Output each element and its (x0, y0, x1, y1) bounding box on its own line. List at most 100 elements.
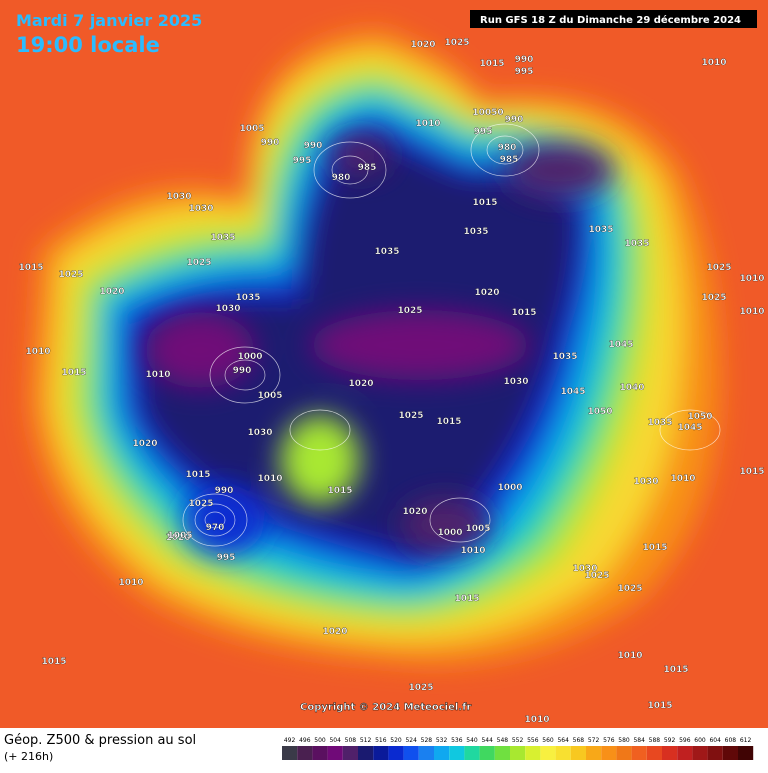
pressure-label: 1035 (235, 293, 260, 303)
legend-label: 528 (421, 737, 433, 744)
pressure-label: 1035 (624, 239, 649, 249)
legend-swatch (540, 746, 556, 760)
pressure-label: 1025 (584, 571, 609, 581)
pressure-label: 1050 (687, 412, 712, 422)
footer-lead: (+ 216h) (4, 750, 53, 763)
pressure-label: 1020 (99, 287, 124, 297)
legend-label: 600 (694, 737, 706, 744)
footer-title: Géop. Z500 & pression au sol (4, 733, 196, 748)
pressure-label: 990 (304, 141, 323, 151)
pressure-label: 1025 (701, 293, 726, 303)
pressure-label: 1020 (402, 507, 427, 517)
legend-swatch (297, 746, 313, 760)
legend-swatch (707, 746, 723, 760)
pressure-label: 990 (233, 366, 252, 376)
legend-swatch (479, 746, 495, 760)
pressure-label: 1010 (25, 347, 50, 357)
legend-label: 580 (618, 737, 630, 744)
legend-swatch (601, 746, 617, 760)
legend-swatch (525, 746, 541, 760)
pressure-label: 995 (293, 156, 312, 166)
pressure-label: 1015 (472, 198, 497, 208)
pressure-label: 1010 (701, 58, 726, 68)
date: Mardi 7 janvier 2025 (16, 11, 202, 30)
pressure-label: 1015 (61, 368, 86, 378)
legend-swatch (312, 746, 328, 760)
legend-swatch (373, 746, 389, 760)
pressure-label: 1035 (210, 233, 235, 243)
pressure-label: 1010 (524, 715, 549, 725)
legend-swatch (646, 746, 662, 760)
pressure-label: 1025 (444, 38, 469, 48)
legend-label: 548 (497, 737, 509, 744)
pressure-label: 1030 (188, 204, 213, 214)
legend-label: 540 (466, 737, 478, 744)
legend-label: 612 (740, 737, 752, 744)
pressure-label: 990 (505, 115, 524, 125)
pressure-label: 995 (474, 127, 493, 137)
legend-swatch (692, 746, 708, 760)
pressure-label: 990 (515, 55, 534, 65)
pressure-label: 1020 (165, 533, 190, 543)
legend-label: 504 (329, 737, 341, 744)
legend-label: 560 (542, 737, 554, 744)
copyright: Copyright © 2024 Meteociel.fr (300, 702, 471, 713)
legend-label: 556 (527, 737, 539, 744)
pressure-label: 1000 (497, 483, 522, 493)
legend-swatch (449, 746, 465, 760)
pressure-label: 1035 (588, 225, 613, 235)
pressure-label: 990 (215, 486, 234, 496)
legend-label: 512 (360, 737, 372, 744)
legend-label: 524 (405, 737, 417, 744)
legend-label: 584 (633, 737, 645, 744)
legend-label: 604 (709, 737, 721, 744)
legend-swatch (434, 746, 450, 760)
pressure-label: 1020 (132, 439, 157, 449)
legend-label: 576 (603, 737, 615, 744)
legend-swatch (616, 746, 632, 760)
time: 19:00 locale (16, 33, 160, 57)
pressure-label: 1015 (185, 470, 210, 480)
pressure-label: 1020 (322, 627, 347, 637)
pressure-label: 1005 (465, 524, 490, 534)
legend-swatch (494, 746, 510, 760)
pressure-label: 1020 (474, 288, 499, 298)
legend-swatch (418, 746, 434, 760)
pressure-label: 1030 (247, 428, 272, 438)
legend-swatch (464, 746, 480, 760)
legend-label: 516 (375, 737, 387, 744)
pressure-label: 1000 (237, 352, 262, 362)
pressure-label: 1045 (608, 340, 633, 350)
legend-swatch (342, 746, 358, 760)
pressure-label: 1025 (188, 499, 213, 509)
pressure-label: 1015 (642, 543, 667, 553)
pressure-label: 995 (217, 553, 236, 563)
pressure-label: 1010 (739, 307, 764, 317)
legend-label: 572 (588, 737, 600, 744)
pressure-label: 980 (498, 143, 517, 153)
pressure-label: 1045 (677, 423, 702, 433)
pressure-label: 1015 (511, 308, 536, 318)
pressure-label: 1035 (647, 418, 672, 428)
pressure-label: 1020 (410, 40, 435, 50)
pressure-label: 1010 (670, 474, 695, 484)
pressure-label: 1035 (374, 247, 399, 257)
legend-label: 588 (649, 737, 661, 744)
legend-swatch (586, 746, 602, 760)
pressure-label: 1050 (587, 407, 612, 417)
legend-swatch (358, 746, 374, 760)
pressure-label: 1030 (215, 304, 240, 314)
legend-swatch (677, 746, 693, 760)
pressure-label: 1015 (436, 417, 461, 427)
legend-swatch (738, 746, 754, 760)
pressure-label: 990 (261, 138, 280, 148)
legend-label: 608 (725, 737, 737, 744)
legend-swatch (722, 746, 738, 760)
pressure-label: 1015 (479, 59, 504, 69)
pressure-label: 1030 (633, 477, 658, 487)
legend-label: 508 (345, 737, 357, 744)
legend-label: 592 (664, 737, 676, 744)
legend-label: 536 (451, 737, 463, 744)
legend-label: 568 (573, 737, 585, 744)
